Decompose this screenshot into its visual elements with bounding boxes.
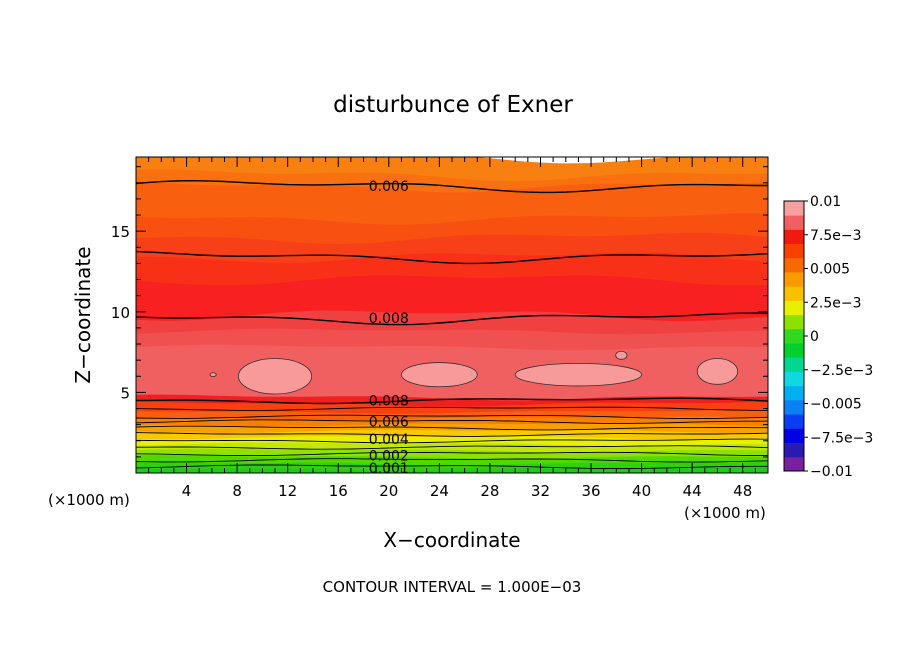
contour-label: 0.008 — [369, 311, 409, 327]
colorbar-segment — [784, 343, 804, 358]
max-region — [696, 358, 739, 385]
contour-line — [135, 312, 769, 326]
contour-label: 0.006 — [369, 414, 409, 430]
colorbar-label: 2.5e−3 — [810, 295, 862, 311]
contour-line — [135, 419, 769, 424]
x-unit-left: (×1000 m) — [48, 491, 130, 509]
colorbar-label: −0.01 — [810, 464, 853, 480]
contour-label: 0.004 — [369, 432, 409, 448]
y-axis-label: Z−coordinate — [71, 246, 95, 383]
contour-line — [135, 432, 769, 437]
contour-line — [135, 425, 768, 431]
x-tick-label: 44 — [683, 482, 702, 500]
x-tick-label: 24 — [430, 482, 449, 500]
colorbar-segment — [784, 414, 804, 429]
colorbar-segment — [784, 371, 804, 387]
x-tick-label: 8 — [232, 482, 242, 500]
contour-label: 0.006 — [369, 179, 409, 195]
x-tick-label: 28 — [480, 482, 499, 500]
colorbar-segment — [784, 428, 804, 443]
max-region — [514, 362, 643, 387]
x-axis-ticks: 4 8 12 16 20 24 28 32 36 40 44 48 — [148, 157, 756, 500]
colorbar-label: 0 — [810, 329, 819, 345]
colorbar-label: −2.5e−3 — [810, 363, 873, 379]
x-tick-label: 20 — [379, 482, 398, 500]
x-tick-label: 32 — [531, 482, 550, 500]
contour-line — [135, 179, 768, 194]
contour-line — [135, 406, 768, 411]
contour-label: 0.008 — [369, 393, 409, 409]
colorbar-segment — [784, 215, 804, 230]
high-value-regions — [209, 350, 739, 395]
x-tick-label: 36 — [581, 482, 600, 500]
x-unit-right: (×1000 m) — [684, 504, 766, 522]
x-tick-label: 4 — [182, 482, 192, 500]
colorbar-label: 7.5e−3 — [810, 228, 862, 244]
contour-line — [135, 414, 769, 419]
contour-line — [135, 464, 768, 470]
colorbar-segment — [784, 243, 804, 259]
y-tick-label: 10 — [111, 304, 130, 322]
contour-interval-note: CONTOUR INTERVAL = 1.000E−03 — [323, 578, 582, 596]
colorbar — [783, 200, 805, 472]
contour-line — [135, 250, 769, 265]
contour-line — [135, 451, 768, 457]
colorbar-segment — [784, 300, 804, 316]
x-tick-label: 48 — [733, 482, 752, 500]
max-region — [237, 358, 313, 395]
x-tick-label: 12 — [278, 482, 297, 500]
colorbar-label: 0.01 — [810, 194, 841, 210]
colorbar-segment — [784, 201, 804, 216]
colorbar-segment — [784, 314, 804, 330]
y-tick-label: 15 — [111, 223, 130, 241]
contour-line — [135, 458, 769, 463]
chart-title: disturbunce of Exner — [333, 92, 573, 118]
contour-fill — [136, 157, 768, 474]
contour-lines — [135, 179, 769, 470]
x-axis-label: X−coordinate — [383, 528, 520, 552]
max-region — [209, 372, 217, 377]
colorbar-label: 0.005 — [810, 262, 850, 278]
colorbar-segment — [784, 272, 804, 287]
max-region — [615, 350, 628, 360]
colorbar-segment — [784, 442, 804, 458]
colorbar-labels: 0.01 7.5e−3 0.005 2.5e−3 0 −2.5e−3 −0.005 −7.5e… — [804, 194, 873, 480]
colorbar-segment — [784, 229, 804, 245]
x-tick-label: 16 — [329, 482, 348, 500]
y-axis-ticks: 5 10 15 — [111, 166, 768, 458]
colorbar-segment — [784, 399, 804, 415]
colorbar-segment — [784, 357, 804, 372]
colorbar-segment — [784, 257, 804, 273]
contour-label: 0.002 — [369, 448, 409, 464]
x-tick-label: 40 — [632, 482, 651, 500]
colorbar-segment — [784, 328, 804, 344]
contour-line — [136, 445, 769, 450]
colorbar-label: −0.005 — [810, 397, 862, 413]
contour-line — [135, 397, 769, 405]
y-tick-label: 5 — [120, 384, 130, 402]
colorbar-segment — [784, 456, 804, 472]
colorbar-segment — [784, 286, 804, 301]
colorbar-label: −7.5e−3 — [810, 430, 873, 446]
colorbar-segment — [784, 385, 804, 401]
contour-line — [135, 438, 769, 444]
max-region — [401, 362, 478, 388]
